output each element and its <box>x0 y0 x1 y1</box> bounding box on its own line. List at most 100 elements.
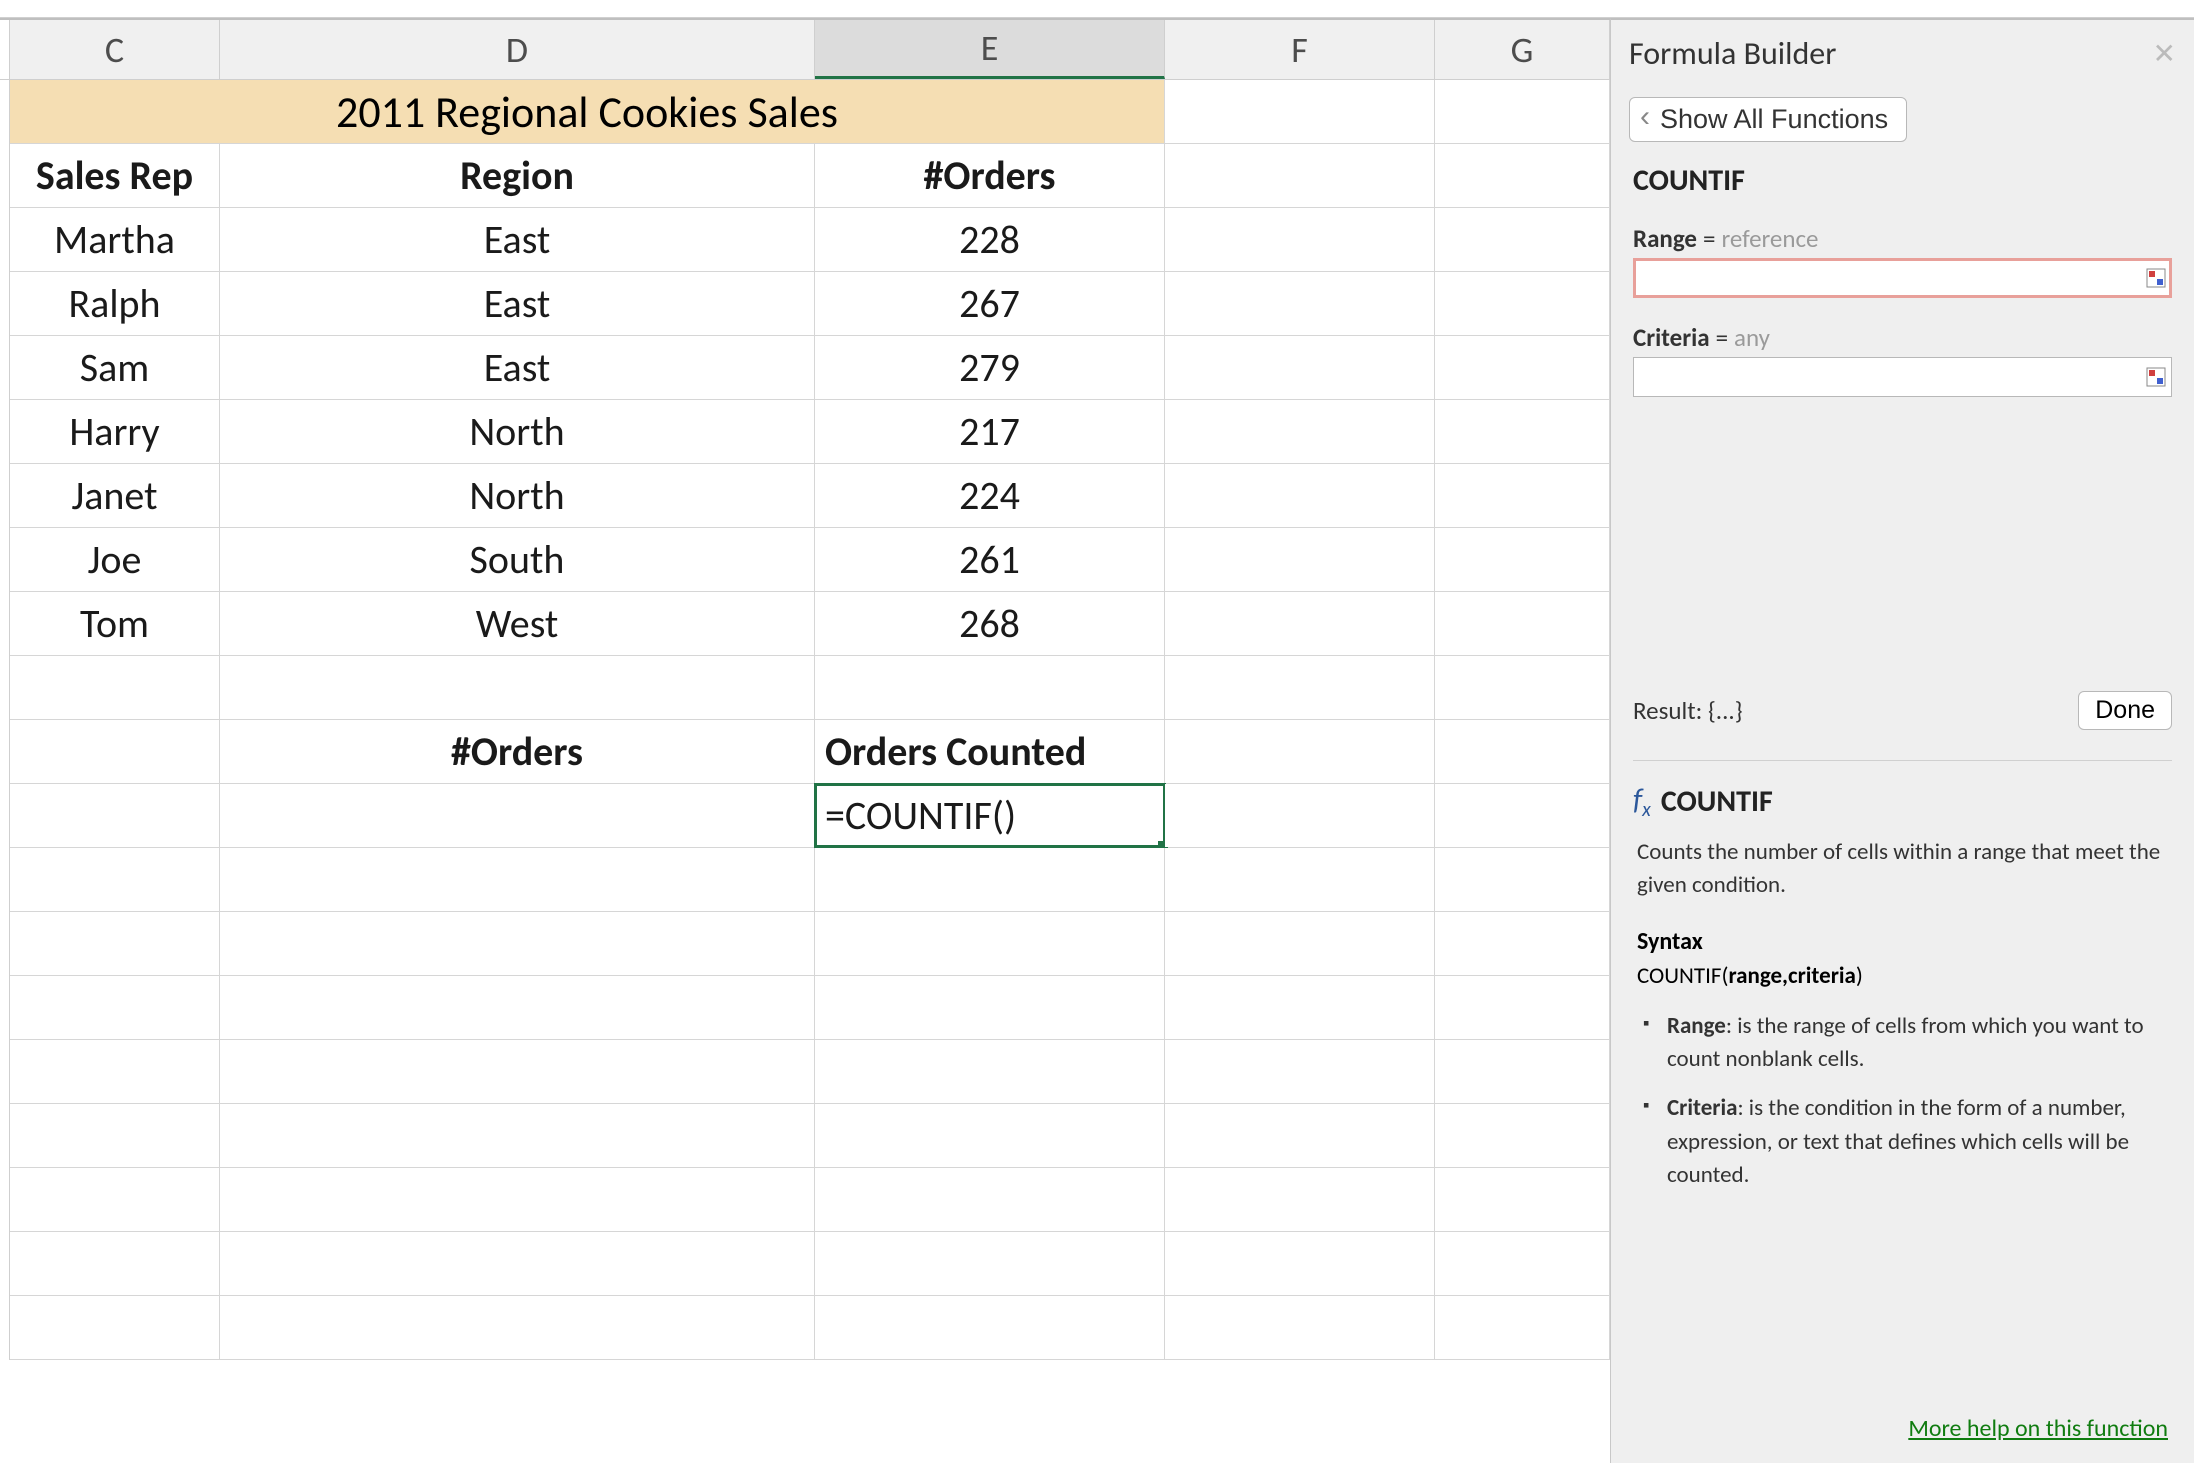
cell[interactable]: Ralph <box>10 272 220 335</box>
cell[interactable]: Sales Rep <box>10 144 220 207</box>
cell[interactable] <box>220 656 815 719</box>
cell[interactable] <box>10 848 220 911</box>
cell[interactable]: Tom <box>10 592 220 655</box>
cell[interactable]: 279 <box>815 336 1165 399</box>
cell[interactable]: Region <box>220 144 815 207</box>
cell[interactable]: #Orders <box>220 720 815 783</box>
column-header-C[interactable]: C <box>10 20 220 79</box>
cell[interactable]: Sam <box>10 336 220 399</box>
cell[interactable] <box>1165 400 1435 463</box>
cell[interactable] <box>220 1104 815 1167</box>
cell[interactable]: #Orders <box>815 144 1165 207</box>
cell[interactable] <box>815 1104 1165 1167</box>
cell[interactable] <box>815 656 1165 719</box>
cell[interactable]: Joe <box>10 528 220 591</box>
cell[interactable] <box>1165 208 1435 271</box>
cell[interactable] <box>1165 272 1435 335</box>
cell[interactable]: West <box>220 592 815 655</box>
cell[interactable] <box>1165 592 1435 655</box>
active-cell[interactable]: =COUNTIF() <box>815 784 1165 847</box>
cell[interactable] <box>1435 912 1610 975</box>
column-header-F[interactable]: F <box>1165 20 1435 79</box>
cell[interactable] <box>1165 336 1435 399</box>
cell[interactable] <box>1165 1168 1435 1231</box>
cell[interactable] <box>220 976 815 1039</box>
cell[interactable] <box>1165 1296 1435 1359</box>
cell[interactable]: 224 <box>815 464 1165 527</box>
cell[interactable] <box>1435 208 1610 271</box>
cell[interactable]: 267 <box>815 272 1165 335</box>
cell[interactable]: South <box>220 528 815 591</box>
cell[interactable] <box>220 1232 815 1295</box>
cell[interactable]: 228 <box>815 208 1165 271</box>
arg-input-criteria[interactable] <box>1633 357 2172 397</box>
cell[interactable] <box>1435 1296 1610 1359</box>
cell[interactable] <box>10 656 220 719</box>
cell[interactable] <box>1165 144 1435 207</box>
close-icon[interactable]: ✕ <box>2153 36 2176 71</box>
cell[interactable] <box>1435 1168 1610 1231</box>
cell[interactable]: Martha <box>10 208 220 271</box>
cell[interactable] <box>1165 656 1435 719</box>
column-header-E[interactable]: E <box>815 20 1165 79</box>
cell[interactable] <box>10 1232 220 1295</box>
cell[interactable] <box>1165 720 1435 783</box>
cell[interactable] <box>1435 720 1610 783</box>
cell[interactable] <box>1435 656 1610 719</box>
cell[interactable] <box>220 1168 815 1231</box>
cell[interactable]: 261 <box>815 528 1165 591</box>
cell[interactable] <box>10 1168 220 1231</box>
cell[interactable] <box>10 1040 220 1103</box>
cell[interactable]: North <box>220 464 815 527</box>
cell[interactable]: Orders Counted <box>815 720 1165 783</box>
cell[interactable] <box>815 848 1165 911</box>
cell[interactable] <box>1435 80 1610 143</box>
cell[interactable] <box>1165 848 1435 911</box>
cell[interactable]: East <box>220 336 815 399</box>
spreadsheet-grid[interactable]: CDEFG 2011 Regional Cookies SalesSales R… <box>0 18 1610 1463</box>
cell[interactable] <box>220 912 815 975</box>
cell[interactable] <box>1165 1040 1435 1103</box>
cell[interactable] <box>815 1040 1165 1103</box>
cell[interactable] <box>1435 976 1610 1039</box>
cell[interactable] <box>1435 1040 1610 1103</box>
cell[interactable] <box>1165 80 1435 143</box>
cell[interactable] <box>220 1040 815 1103</box>
cell[interactable]: Janet <box>10 464 220 527</box>
cell[interactable] <box>1165 1104 1435 1167</box>
cell[interactable] <box>220 848 815 911</box>
cell[interactable] <box>1165 976 1435 1039</box>
range-selector-icon[interactable] <box>2146 367 2166 387</box>
cell[interactable] <box>815 976 1165 1039</box>
cell[interactable] <box>1435 464 1610 527</box>
cell[interactable] <box>1165 912 1435 975</box>
cell[interactable] <box>1435 144 1610 207</box>
cell[interactable] <box>815 1232 1165 1295</box>
cell[interactable] <box>10 1104 220 1167</box>
column-header-D[interactable]: D <box>220 20 815 79</box>
arg-input-range[interactable] <box>1633 258 2172 298</box>
cell[interactable] <box>1435 1104 1610 1167</box>
show-all-functions-button[interactable]: Show All Functions <box>1629 97 1907 142</box>
cell[interactable] <box>1435 848 1610 911</box>
cell[interactable]: Harry <box>10 400 220 463</box>
cell[interactable] <box>1435 336 1610 399</box>
cell[interactable] <box>1435 272 1610 335</box>
range-selector-icon[interactable] <box>2146 268 2166 288</box>
cell[interactable] <box>10 912 220 975</box>
cell[interactable]: North <box>220 400 815 463</box>
cell[interactable] <box>1435 784 1610 847</box>
cell[interactable] <box>1165 464 1435 527</box>
cell[interactable] <box>220 1296 815 1359</box>
cell[interactable] <box>1435 528 1610 591</box>
cell[interactable] <box>815 1168 1165 1231</box>
cell[interactable]: East <box>220 272 815 335</box>
cell[interactable] <box>1165 784 1435 847</box>
cell[interactable] <box>220 784 815 847</box>
done-button[interactable]: Done <box>2078 691 2172 730</box>
cell[interactable] <box>10 976 220 1039</box>
cell[interactable]: 268 <box>815 592 1165 655</box>
column-header-G[interactable]: G <box>1435 20 1610 79</box>
cell[interactable]: 217 <box>815 400 1165 463</box>
cell[interactable] <box>1435 400 1610 463</box>
